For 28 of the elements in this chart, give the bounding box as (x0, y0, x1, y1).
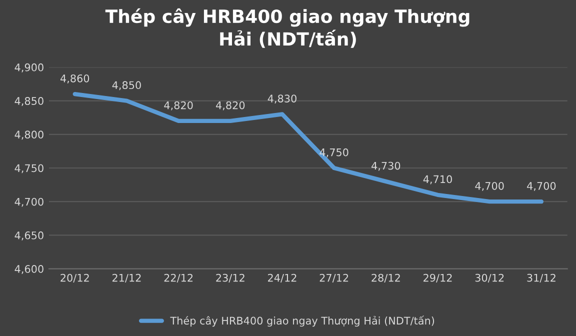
x-tick-label: 20/12 (60, 274, 89, 283)
x-tick-label: 22/12 (164, 274, 193, 283)
text: 4,730 (372, 162, 400, 171)
text: 4,700 (475, 182, 504, 191)
text: 4,850 (112, 81, 141, 90)
text: 4,820 (216, 101, 245, 110)
y-tick-label: 4,600 (14, 265, 44, 274)
y-tick-label: 4,850 (14, 97, 44, 106)
legend-label: Thép cây HRB400 giao ngay Thượng Hải (NDT/tấn) (170, 316, 434, 327)
y-tick-label: 4,800 (14, 130, 44, 140)
x-tick-label: 24/12 (268, 274, 296, 283)
text: 4,830 (268, 94, 296, 104)
x-tick-label: 30/12 (475, 274, 504, 283)
x-tick-label: 23/12 (216, 274, 244, 283)
x-tick-label: 31/12 (527, 274, 556, 283)
y-tick-label: 4,750 (14, 164, 44, 174)
x-tick-label: 21/12 (112, 274, 141, 283)
y-tick-label: 4,700 (14, 198, 44, 207)
text: 4,700 (527, 182, 556, 191)
text: 4,710 (423, 175, 452, 184)
x-tick-label: 29/12 (424, 274, 452, 283)
y-tick-label: 4,650 (14, 231, 44, 240)
x-tick-label: 27/12 (320, 274, 348, 283)
x-tick-label: 28/12 (372, 274, 400, 283)
y-tick-label: 4,900 (14, 63, 44, 72)
text: 4,860 (60, 74, 90, 84)
chart-title: Thép cây HRB400 giao ngay Thượng Hải (NDT/tấn) (105, 8, 470, 48)
text: 4,820 (164, 101, 193, 110)
